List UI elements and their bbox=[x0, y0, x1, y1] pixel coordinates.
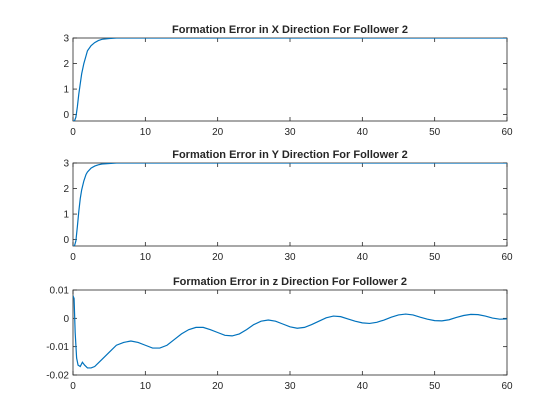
subplot-1: Formation Error in X Direction For Follo… bbox=[63, 24, 513, 138]
x-tick-label: 0 bbox=[70, 252, 76, 263]
x-tick-label: 30 bbox=[284, 252, 296, 263]
chart-title: Formation Error in z Direction For Follo… bbox=[173, 276, 407, 288]
y-tick-label: 3 bbox=[63, 159, 69, 170]
x-tick-label: 20 bbox=[212, 252, 224, 263]
axes-box bbox=[73, 163, 507, 246]
x-tick-label: 30 bbox=[284, 381, 296, 392]
subplot-3: Formation Error in z Direction For Follo… bbox=[46, 276, 513, 392]
x-tick-label: 10 bbox=[140, 252, 152, 263]
chart-title: Formation Error in X Direction For Follo… bbox=[172, 24, 408, 36]
y-tick-label: 0 bbox=[63, 235, 69, 246]
axes-box bbox=[73, 290, 507, 375]
x-tick-label: 20 bbox=[212, 127, 224, 138]
y-tick-label: 3 bbox=[63, 34, 69, 45]
x-tick-label: 60 bbox=[501, 252, 513, 263]
x-tick-label: 40 bbox=[357, 127, 369, 138]
subplot-2: Formation Error in Y Direction For Follo… bbox=[63, 149, 513, 263]
y-tick-label: 0 bbox=[63, 110, 69, 121]
x-tick-label: 20 bbox=[212, 381, 224, 392]
y-tick-label: 0 bbox=[63, 314, 69, 325]
y-tick-label: 0.01 bbox=[50, 286, 70, 297]
y-tick-label: -0.01 bbox=[46, 342, 69, 353]
x-tick-label: 0 bbox=[70, 127, 76, 138]
y-tick-label: 2 bbox=[63, 184, 69, 195]
x-tick-label: 10 bbox=[140, 381, 152, 392]
axes-box bbox=[73, 38, 507, 121]
y-tick-label: -0.02 bbox=[46, 371, 69, 382]
x-tick-label: 40 bbox=[357, 381, 369, 392]
y-tick-label: 1 bbox=[63, 210, 69, 221]
chart-title: Formation Error in Y Direction For Follo… bbox=[172, 149, 408, 161]
x-tick-label: 50 bbox=[429, 381, 441, 392]
x-tick-label: 60 bbox=[501, 381, 513, 392]
x-tick-label: 30 bbox=[284, 127, 296, 138]
x-tick-label: 40 bbox=[357, 252, 369, 263]
x-tick-label: 10 bbox=[140, 127, 152, 138]
x-tick-label: 50 bbox=[429, 252, 441, 263]
y-tick-label: 1 bbox=[63, 85, 69, 96]
y-tick-label: 2 bbox=[63, 59, 69, 70]
x-tick-label: 0 bbox=[70, 381, 76, 392]
x-tick-label: 60 bbox=[501, 127, 513, 138]
x-tick-label: 50 bbox=[429, 127, 441, 138]
